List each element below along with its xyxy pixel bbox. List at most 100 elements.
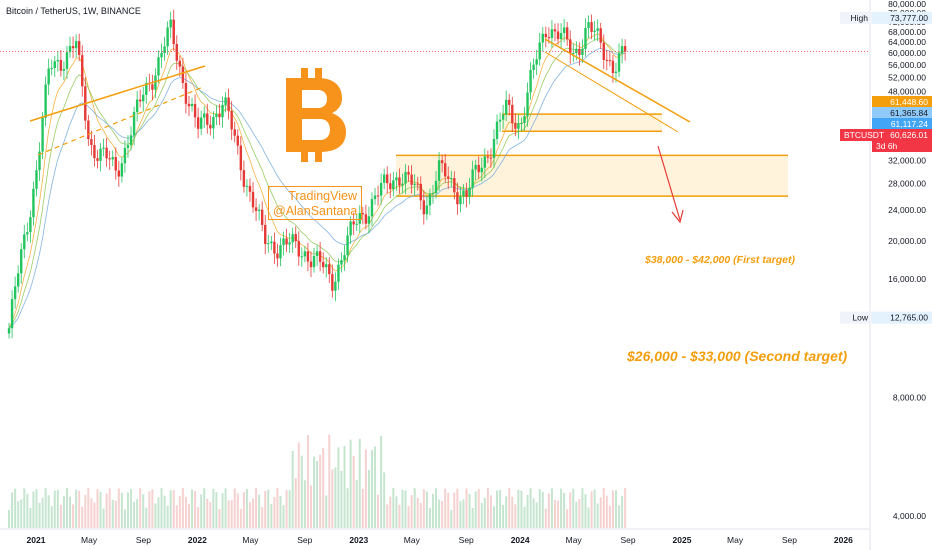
volume-bar bbox=[322, 448, 325, 528]
second-target-label: $26,000 - $33,000 (Second target) bbox=[627, 348, 848, 364]
volume-bar bbox=[618, 505, 621, 528]
candle-body bbox=[41, 117, 44, 152]
y-tick-label: 24,000.00 bbox=[888, 205, 926, 215]
candle-body bbox=[90, 139, 93, 145]
candle-body bbox=[407, 171, 410, 175]
candle-body bbox=[575, 48, 578, 54]
candle-body bbox=[477, 164, 480, 173]
volume-bar bbox=[361, 488, 364, 528]
volume-bar bbox=[532, 498, 535, 528]
x-tick-label: May bbox=[727, 535, 744, 545]
candle-body bbox=[267, 243, 270, 245]
candle-body bbox=[501, 114, 505, 120]
candle-body bbox=[325, 264, 328, 268]
candle-body bbox=[422, 200, 426, 215]
candle-body bbox=[111, 157, 114, 160]
candle-body bbox=[59, 60, 63, 71]
volume-bar bbox=[535, 502, 538, 528]
candle-body bbox=[535, 59, 538, 65]
volume-bars bbox=[8, 434, 627, 528]
candle-body bbox=[471, 169, 474, 188]
volume-bar bbox=[145, 507, 148, 528]
candle-body bbox=[443, 163, 447, 177]
y-tick-label: 60,000.00 bbox=[888, 48, 926, 58]
volume-bar bbox=[14, 488, 17, 528]
candle-body bbox=[203, 113, 206, 118]
y-tick-label: 48,000.00 bbox=[888, 86, 926, 96]
candle-body bbox=[599, 28, 602, 43]
candle-body bbox=[382, 174, 386, 183]
candle-body bbox=[389, 183, 392, 190]
candle-body bbox=[254, 207, 258, 211]
price-tag-value: 61,448.60 bbox=[890, 97, 928, 107]
candle-body bbox=[154, 75, 157, 90]
candle-body bbox=[520, 122, 523, 124]
candle-body bbox=[169, 19, 172, 28]
volume-bar bbox=[364, 449, 367, 528]
candle-body bbox=[565, 27, 569, 40]
candle-body bbox=[318, 251, 322, 262]
candle-body bbox=[53, 61, 56, 69]
candle-body bbox=[145, 82, 148, 95]
volume-bar bbox=[17, 501, 20, 528]
volume-bar bbox=[99, 491, 102, 528]
candle-body bbox=[135, 99, 139, 113]
volume-bar bbox=[346, 488, 349, 528]
volume-bar bbox=[435, 488, 438, 528]
candle-body bbox=[450, 178, 453, 180]
candle-body bbox=[434, 180, 438, 194]
price-axis[interactable]: 4,000.00 8,000.00 16,000.00 20,000.00 24,000… bbox=[888, 0, 926, 521]
volume-bar bbox=[20, 499, 23, 528]
volume-bar bbox=[81, 506, 84, 528]
candle-body bbox=[96, 158, 99, 161]
volume-bar bbox=[319, 454, 322, 528]
volume-bar bbox=[370, 450, 373, 528]
volume-bar bbox=[72, 504, 75, 528]
volume-bar bbox=[29, 508, 32, 528]
volume-bar bbox=[194, 491, 197, 528]
candle-body bbox=[56, 60, 60, 62]
volume-bar bbox=[187, 503, 190, 528]
candle-body bbox=[608, 60, 612, 62]
volume-bar bbox=[270, 503, 273, 528]
candle-body bbox=[93, 144, 96, 159]
volume-bar bbox=[130, 488, 133, 528]
candle-body bbox=[447, 176, 450, 179]
volume-bar bbox=[569, 492, 572, 528]
volume-bar bbox=[212, 488, 215, 528]
volume-bar bbox=[133, 501, 136, 528]
candle-body bbox=[514, 123, 517, 129]
volume-bar bbox=[184, 497, 187, 528]
candle-body bbox=[77, 41, 81, 56]
volume-bar bbox=[309, 485, 312, 528]
candle-body bbox=[32, 188, 35, 218]
candlesticks bbox=[7, 9, 627, 339]
candle-body bbox=[212, 117, 215, 129]
resistance-trendline-2021 bbox=[29, 65, 206, 122]
candle-body bbox=[163, 46, 166, 54]
volume-bar bbox=[242, 492, 245, 528]
candle-body bbox=[529, 69, 532, 93]
candle-body bbox=[190, 103, 194, 107]
volume-bar bbox=[447, 492, 450, 528]
volume-bar bbox=[398, 504, 401, 528]
volume-bar bbox=[441, 501, 444, 528]
time-axis[interactable]: 2021 May Sep 2022 May Sep 2023 May Sep 2024 May Sep… bbox=[27, 535, 854, 545]
volume-bar bbox=[602, 488, 605, 528]
candle-body bbox=[117, 170, 121, 177]
candle-body bbox=[26, 232, 29, 235]
candle-body bbox=[276, 253, 279, 259]
candle-body bbox=[87, 120, 90, 140]
candle-body bbox=[578, 48, 581, 56]
candle-body bbox=[617, 53, 621, 72]
y-tick-label: 16,000.00 bbox=[888, 274, 926, 284]
candle-body bbox=[523, 116, 526, 123]
volume-bar bbox=[267, 489, 270, 528]
candle-body bbox=[175, 43, 178, 61]
volume-bar bbox=[276, 488, 279, 528]
candle-body bbox=[291, 234, 294, 243]
candle-body bbox=[456, 192, 459, 205]
volume-bar bbox=[181, 488, 184, 528]
candle-body bbox=[361, 213, 365, 215]
